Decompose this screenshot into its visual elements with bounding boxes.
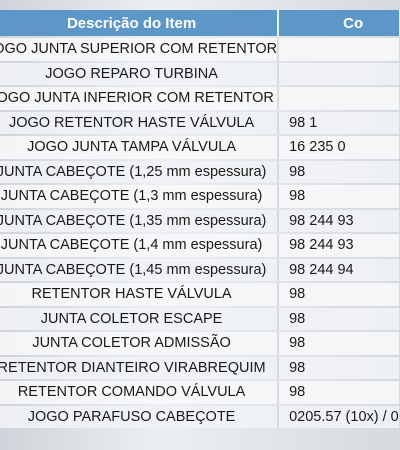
item-code bbox=[279, 87, 400, 110]
item-code: 98 244 93 bbox=[279, 234, 400, 257]
table-row: JOGO JUNTA INFERIOR COM RETENTOR bbox=[0, 87, 400, 110]
item-description: JUNTA CABEÇOTE (1,4 mm espessura) bbox=[0, 234, 280, 257]
item-description: JUNTA COLETOR ESCAPE bbox=[0, 307, 280, 330]
item-description: JUNTA CABEÇOTE (1,3 mm espessura) bbox=[0, 185, 280, 208]
item-description: RETENTOR DIANTEIRO VIRABREQUIM bbox=[0, 356, 280, 379]
table-row: JOGO REPARO TURBINA bbox=[0, 62, 400, 85]
table-row: RETENTOR DIANTEIRO VIRABREQUIM 98 bbox=[0, 356, 400, 379]
item-code: 98 bbox=[279, 332, 400, 355]
item-code bbox=[279, 62, 400, 85]
item-code bbox=[279, 38, 400, 61]
item-code: 16 235 0 bbox=[279, 136, 400, 159]
item-code: 0205.57 (10x) / 0 bbox=[279, 405, 400, 428]
item-description: JOGO PARAFUSO CABEÇOTE bbox=[0, 405, 280, 428]
item-code: 98 bbox=[279, 307, 400, 330]
item-description: JOGO JUNTA TAMPA VÁLVULA bbox=[0, 136, 280, 159]
item-code: 98 1 bbox=[279, 111, 400, 134]
table-row: JUNTA CABEÇOTE (1,4 mm espessura) 98 244… bbox=[0, 234, 400, 257]
table-row: JOGO PARAFUSO CABEÇOTE 0205.57 (10x) / 0 bbox=[0, 405, 400, 428]
item-description: JOGO REPARO TURBINA bbox=[0, 62, 280, 85]
table-row: RETENTOR HASTE VÁLVULA 98 bbox=[0, 283, 400, 306]
item-code: 98 bbox=[279, 356, 400, 379]
table-row: JUNTA CABEÇOTE (1,35 mm espessura) 98 24… bbox=[0, 209, 400, 232]
table-row: JUNTA CABEÇOTE (1,25 mm espessura) 98 bbox=[0, 160, 400, 183]
item-description: RETENTOR COMANDO VÁLVULA bbox=[0, 381, 280, 404]
item-code: 98 bbox=[279, 160, 400, 183]
table-row: JOGO RETENTOR HASTE VÁLVULA 98 1 bbox=[0, 111, 400, 134]
item-description: JOGO JUNTA INFERIOR COM RETENTOR bbox=[0, 87, 280, 110]
item-description: JUNTA CABEÇOTE (1,25 mm espessura) bbox=[0, 160, 280, 183]
table-row: JUNTA CABEÇOTE (1,45 mm espessura) 98 24… bbox=[0, 258, 400, 281]
item-code: 98 244 93 bbox=[279, 209, 400, 232]
item-code: 98 bbox=[279, 283, 400, 306]
item-description: JUNTA CABEÇOTE (1,35 mm espessura) bbox=[0, 209, 280, 232]
table-row: JUNTA COLETOR ADMISSÃO 98 bbox=[0, 332, 400, 355]
table-row: JUNTA COLETOR ESCAPE 98 bbox=[0, 307, 400, 330]
item-code: 98 bbox=[279, 185, 400, 208]
table-header-row: Descrição do Item Co bbox=[0, 10, 400, 36]
table-row: JOGO JUNTA TAMPA VÁLVULA 16 235 0 bbox=[0, 136, 400, 159]
item-code: 98 bbox=[279, 381, 400, 404]
column-header-description: Descrição do Item bbox=[0, 10, 280, 36]
item-description: JUNTA CABEÇOTE (1,45 mm espessura) bbox=[0, 258, 280, 281]
item-description: JOGO RETENTOR HASTE VÁLVULA bbox=[0, 111, 280, 134]
parts-table: Descrição do Item Co JOGO JUNTA SUPERIOR… bbox=[0, 8, 400, 430]
item-description: RETENTOR HASTE VÁLVULA bbox=[0, 283, 280, 306]
item-description: JUNTA COLETOR ADMISSÃO bbox=[0, 332, 280, 355]
table-row: JUNTA CABEÇOTE (1,3 mm espessura) 98 bbox=[0, 185, 400, 208]
item-description: JOGO JUNTA SUPERIOR COM RETENTOR bbox=[0, 38, 280, 61]
column-header-code: Co bbox=[279, 10, 400, 36]
table-row: RETENTOR COMANDO VÁLVULA 98 bbox=[0, 381, 400, 404]
table-row: JOGO JUNTA SUPERIOR COM RETENTOR bbox=[0, 38, 400, 61]
item-code: 98 244 94 bbox=[279, 258, 400, 281]
